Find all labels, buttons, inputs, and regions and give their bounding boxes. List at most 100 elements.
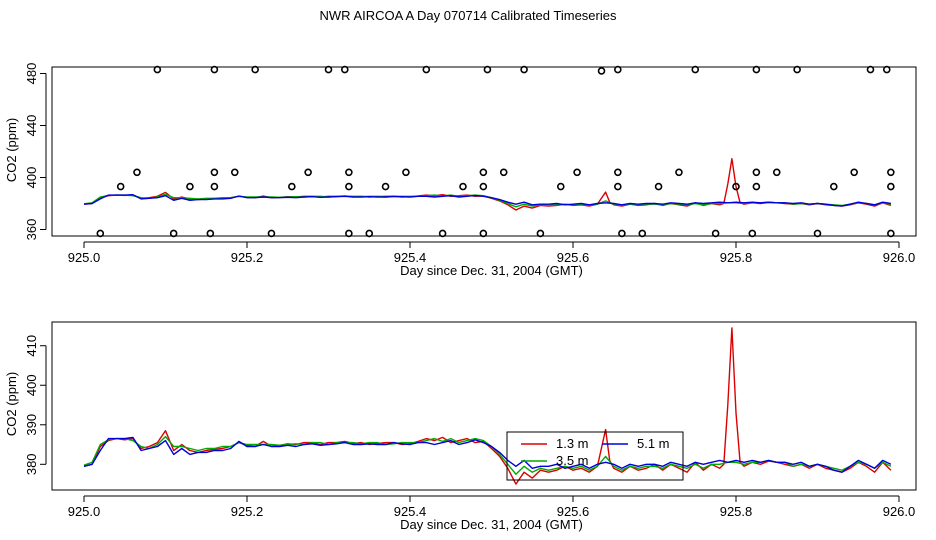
calibration-point bbox=[116, 182, 125, 191]
calibration-point bbox=[748, 229, 757, 238]
calibration-point bbox=[752, 168, 761, 177]
y-axis-title: CO2 (ppm) bbox=[4, 372, 19, 436]
x-tick-label: 926.0 bbox=[883, 504, 916, 519]
calibration-point bbox=[267, 229, 276, 238]
y-tick-label: 440 bbox=[24, 115, 39, 137]
legend-label: 3.5 m bbox=[556, 453, 589, 468]
x-tick-label: 925.6 bbox=[557, 250, 590, 265]
plot-area bbox=[83, 158, 892, 211]
calibration-point bbox=[483, 65, 492, 74]
calibration-point bbox=[691, 65, 700, 74]
series-line-3-5-m bbox=[83, 193, 892, 208]
calibration-point bbox=[479, 229, 488, 238]
y-tick-label: 480 bbox=[24, 63, 39, 85]
calibration-point bbox=[556, 182, 565, 191]
calibration-point bbox=[345, 168, 353, 177]
calibration-point bbox=[230, 168, 239, 177]
y-tick-label: 400 bbox=[24, 374, 39, 396]
x-tick-label: 925.2 bbox=[231, 504, 264, 519]
calibration-point bbox=[732, 182, 740, 191]
plot-area bbox=[83, 327, 892, 485]
x-tick-label: 925.8 bbox=[720, 250, 753, 265]
x-axis-title: Day since Dec. 31, 2004 (GMT) bbox=[400, 263, 583, 278]
calibration-point bbox=[829, 182, 838, 191]
calibration-point bbox=[345, 182, 353, 191]
calibration-point bbox=[381, 182, 390, 191]
calibration-point bbox=[793, 65, 801, 74]
calibration-point bbox=[96, 229, 105, 238]
calibration-point bbox=[675, 168, 683, 177]
series-line-5-1-m bbox=[83, 436, 892, 473]
calibration-point bbox=[850, 168, 858, 177]
plot-frame bbox=[51, 321, 917, 491]
y-tick-label: 390 bbox=[24, 414, 39, 436]
y-tick-label: 410 bbox=[24, 335, 39, 357]
calibration-point bbox=[638, 229, 647, 238]
x-tick-label: 925.2 bbox=[231, 250, 264, 265]
x-tick-label: 925.0 bbox=[68, 250, 101, 265]
page-title: NWR AIRCOA A Day 070714 Calibrated Times… bbox=[319, 8, 617, 23]
plot-frame bbox=[51, 66, 917, 237]
calibration-point bbox=[304, 168, 312, 177]
calibration-point bbox=[251, 65, 259, 74]
calibration-point bbox=[573, 168, 581, 177]
calibration-point bbox=[324, 65, 333, 74]
calibration-point bbox=[887, 168, 895, 177]
x-tick-label: 925.4 bbox=[394, 250, 427, 265]
x-tick-label: 925.6 bbox=[557, 504, 590, 519]
series-line-3-5-m bbox=[83, 435, 892, 475]
calibration-point bbox=[365, 229, 374, 238]
calibration-point bbox=[887, 182, 895, 191]
legend-label: 1.3 m bbox=[556, 436, 589, 451]
calibration-point bbox=[345, 229, 353, 238]
y-axis-title: CO2 (ppm) bbox=[4, 118, 19, 182]
y-tick-label: 400 bbox=[24, 167, 39, 189]
calibration-point bbox=[402, 168, 410, 177]
calibration-point bbox=[499, 168, 508, 177]
calibration-point bbox=[288, 182, 296, 191]
calibration-point bbox=[614, 65, 622, 74]
calibration-point bbox=[711, 229, 720, 238]
legend-box bbox=[506, 431, 684, 481]
series-line-5-1-m bbox=[83, 194, 892, 207]
calibration-point bbox=[479, 168, 488, 177]
calibration-point bbox=[887, 229, 895, 238]
bottom-panel: 925.0 925.2 925.4 925.6 925.8 926.0 Day since … bbox=[4, 321, 917, 532]
calibration-point bbox=[438, 229, 447, 238]
y-tick-label: 380 bbox=[24, 453, 39, 475]
calibration-point bbox=[866, 65, 875, 74]
calibration-point bbox=[654, 182, 663, 191]
calibration-point bbox=[210, 65, 219, 74]
calibration-point bbox=[422, 65, 431, 74]
calibration-point bbox=[169, 229, 178, 238]
y-tick-label: 360 bbox=[24, 219, 39, 241]
calibration-point bbox=[186, 182, 194, 191]
calibration-point bbox=[210, 168, 219, 177]
calibration-point bbox=[340, 65, 349, 74]
calibration-point bbox=[459, 182, 467, 191]
x-tick-label: 925.4 bbox=[394, 504, 427, 519]
calibration-point bbox=[752, 65, 761, 74]
x-tick-label: 925.8 bbox=[720, 504, 753, 519]
x-tick-label: 926.0 bbox=[883, 250, 916, 265]
calibration-point bbox=[536, 229, 545, 238]
legend-label: 5.1 m bbox=[637, 436, 670, 451]
calibration-point bbox=[206, 229, 215, 238]
calibration-point bbox=[752, 182, 761, 191]
calibration-point bbox=[614, 168, 622, 177]
x-axis-title: Day since Dec. 31, 2004 (GMT) bbox=[400, 517, 583, 532]
top-panel: 925.0 925.2 925.4 925.6 925.8 926.0 Day since … bbox=[4, 63, 917, 278]
calibration-point bbox=[772, 168, 781, 177]
calibration-point bbox=[153, 65, 162, 74]
calibration-point bbox=[882, 65, 891, 74]
calibration-point bbox=[813, 229, 822, 238]
x-tick-label: 925.0 bbox=[68, 504, 101, 519]
calibration-point bbox=[210, 182, 219, 191]
calibration-point bbox=[614, 182, 622, 191]
calibration-point bbox=[479, 182, 488, 191]
calibration-point bbox=[618, 229, 626, 238]
calibration-point bbox=[133, 168, 141, 177]
calibration-point bbox=[597, 67, 606, 75]
calibration-point bbox=[520, 65, 528, 74]
